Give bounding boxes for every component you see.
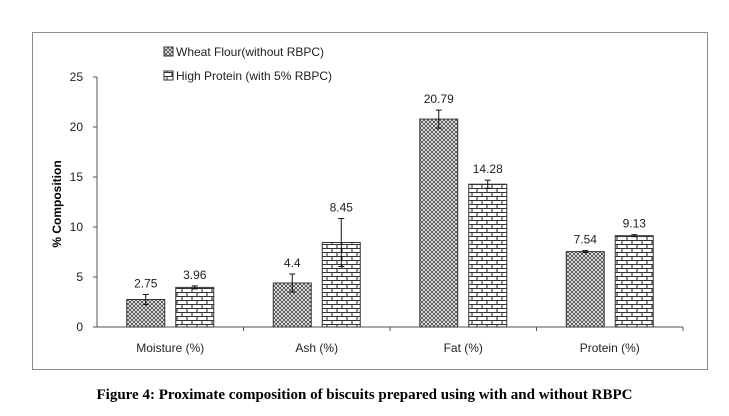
data-label: 8.45 bbox=[330, 201, 354, 215]
data-label: 7.54 bbox=[574, 233, 598, 247]
data-label: 9.13 bbox=[623, 217, 647, 231]
data-label: 20.79 bbox=[424, 92, 454, 106]
legend-label: High Protein (with 5% RBPC) bbox=[176, 69, 332, 83]
data-label: 4.4 bbox=[284, 256, 301, 270]
legend: Wheat Flour(without RBPC) High Protein (w… bbox=[163, 45, 332, 83]
category-label: Fat (%) bbox=[444, 341, 483, 355]
chart-frame bbox=[32, 32, 708, 370]
legend-swatch bbox=[163, 70, 174, 81]
y-tick-label: 25 bbox=[70, 70, 84, 84]
data-label: 2.75 bbox=[134, 277, 158, 291]
data-labels: 2.75 4.4 20.79 7.54 3.96 8.45 14.28 9.13 bbox=[134, 92, 646, 290]
legend-swatch bbox=[163, 46, 174, 57]
y-axis-title: % Composition bbox=[50, 160, 64, 247]
bars bbox=[126, 109, 654, 328]
bar bbox=[419, 118, 459, 328]
y-tick-label: 20 bbox=[70, 120, 84, 134]
y-tick-label: 0 bbox=[76, 320, 83, 334]
bar bbox=[468, 183, 508, 328]
data-label: 3.96 bbox=[183, 268, 207, 282]
bar bbox=[175, 286, 215, 328]
y-tick-label: 10 bbox=[70, 220, 84, 234]
category-label: Protein (%) bbox=[580, 341, 640, 355]
y-tick-label: 5 bbox=[76, 270, 83, 284]
category-label: Moisture (%) bbox=[136, 341, 204, 355]
data-label: 14.28 bbox=[473, 162, 503, 176]
figure-caption: Figure 4: Proximate composition of biscu… bbox=[96, 387, 633, 403]
legend-label: Wheat Flour(without RBPC) bbox=[176, 45, 324, 59]
y-tick-label: 15 bbox=[70, 170, 84, 184]
bar bbox=[565, 251, 605, 328]
bar bbox=[614, 235, 654, 328]
category-label: Ash (%) bbox=[295, 341, 338, 355]
axes: 0 5 10 15 20 25 % Composition Moisture (%) Ash (… bbox=[50, 70, 684, 355]
chart: 0 5 10 15 20 25 % Composition Moisture (%) Ash (… bbox=[50, 45, 684, 355]
